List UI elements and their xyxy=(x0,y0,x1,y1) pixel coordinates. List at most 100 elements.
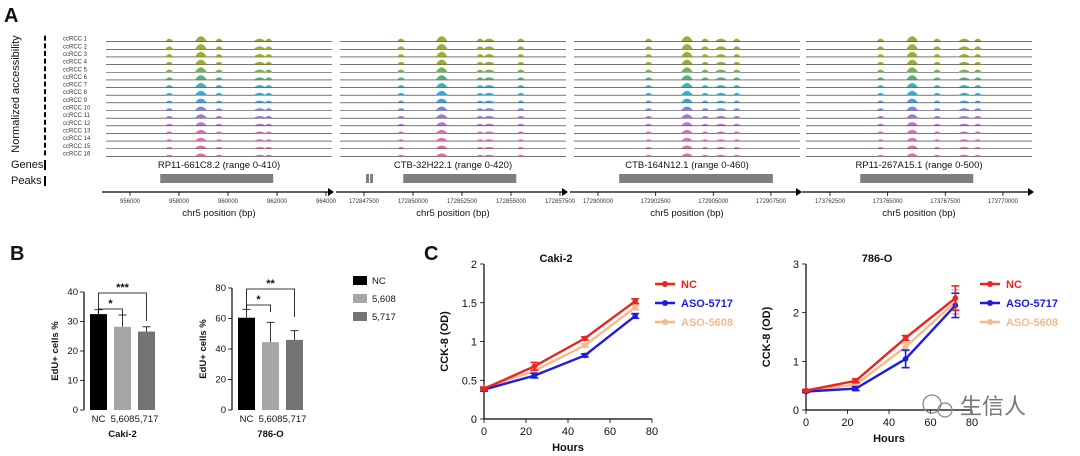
data-point xyxy=(582,352,588,359)
accessibility-peak xyxy=(194,90,207,96)
y-tick-label: 0 xyxy=(221,405,226,416)
accessibility-peak xyxy=(397,77,406,80)
genes-marker xyxy=(44,160,46,170)
axis-tick-label: 958000 xyxy=(169,199,190,205)
axis-tick-label: 172907500 xyxy=(756,199,787,205)
accessibility-peak xyxy=(483,69,496,73)
x-tick-label: 0 xyxy=(803,417,809,429)
accessibility-peak xyxy=(701,69,710,73)
data-point xyxy=(632,304,638,311)
accessibility-peak xyxy=(933,154,942,157)
y-tick-label: 0 xyxy=(471,414,477,426)
data-point xyxy=(803,387,809,394)
axis-tick-label: 173765000 xyxy=(873,199,904,205)
accessibility-peak xyxy=(194,114,207,119)
significance-bracket xyxy=(246,288,295,317)
accessibility-peak xyxy=(681,98,693,103)
accessibility-peak xyxy=(215,131,223,134)
peak-bar xyxy=(403,174,517,183)
sample-marker xyxy=(44,127,46,133)
x-tick-label: 60 xyxy=(604,426,616,438)
accessibility-peak xyxy=(516,100,525,103)
legend-marker xyxy=(662,300,668,306)
accessibility-peak xyxy=(264,154,273,157)
accessibility-peak xyxy=(397,46,406,50)
accessibility-peak xyxy=(215,54,223,57)
accessibility-peak xyxy=(973,139,982,142)
legend-label: NC xyxy=(681,279,697,291)
accessibility-peak xyxy=(876,154,885,157)
accessibility-peak xyxy=(397,139,406,142)
accessibility-peak xyxy=(435,90,448,96)
accessibility-peak xyxy=(681,36,693,42)
accessibility-peak xyxy=(973,116,982,119)
accessibility-peak xyxy=(732,77,741,80)
chart-title: 786-O xyxy=(257,429,283,440)
legend-label: NC xyxy=(372,276,386,287)
accessibility-peak xyxy=(264,38,273,42)
accessibility-peak xyxy=(732,54,741,57)
data-point xyxy=(632,313,638,319)
accessibility-peak xyxy=(644,92,653,96)
accessibility-peak xyxy=(194,59,207,65)
accessibility-peak xyxy=(958,131,971,134)
bar xyxy=(262,342,279,410)
gene-label: RP11-267A15.1 (range 0-500) xyxy=(855,160,982,171)
accessibility-peak xyxy=(165,85,174,88)
accessibility-peak xyxy=(876,131,885,134)
sample-label: ccRCC 15 xyxy=(63,144,91,150)
accessibility-peak xyxy=(732,38,741,42)
axis-arrowhead xyxy=(328,188,334,196)
accessibility-peak xyxy=(215,69,223,73)
accessibility-peak xyxy=(644,100,653,103)
accessibility-peak xyxy=(165,38,174,42)
axis-tick-label: 172847500 xyxy=(349,199,380,205)
accessibility-peak xyxy=(435,51,448,57)
accessibility-peak xyxy=(165,100,174,103)
axis-tick-label: 172902500 xyxy=(641,199,672,205)
accessibility-peak xyxy=(714,46,727,50)
sample-marker xyxy=(44,150,46,156)
accessibility-peak xyxy=(876,69,885,73)
accessibility-peak xyxy=(973,85,982,88)
accessibility-peak xyxy=(194,122,207,126)
accessibility-peak xyxy=(215,46,223,50)
accessibility-peak xyxy=(958,139,971,142)
accessibility-peak xyxy=(516,69,525,73)
accessibility-peak xyxy=(906,137,919,142)
accessibility-peak xyxy=(435,83,448,88)
y-tick-label: 3 xyxy=(793,259,799,271)
accessibility-peak xyxy=(681,51,693,57)
y-tick-label: 1 xyxy=(793,356,799,368)
accessibility-peak xyxy=(435,122,448,126)
panel-b-letter: B xyxy=(10,243,24,265)
accessibility-peak xyxy=(397,100,406,103)
accessibility-peak xyxy=(973,108,982,111)
accessibility-peak xyxy=(253,154,266,157)
watermark-text: 生信人 xyxy=(960,394,1026,419)
accessibility-peak xyxy=(264,46,273,50)
peak-bar xyxy=(860,174,974,183)
axis-tick-label: 172852500 xyxy=(447,199,478,205)
accessibility-peak xyxy=(876,100,885,103)
accessibility-peak xyxy=(516,46,525,50)
accessibility-peak xyxy=(714,139,727,142)
accessibility-peak xyxy=(397,116,406,119)
peak-bar xyxy=(366,174,369,183)
accessibility-peak xyxy=(958,116,971,119)
accessibility-peak xyxy=(933,139,942,142)
accessibility-peak xyxy=(973,61,982,65)
accessibility-peak xyxy=(933,131,942,134)
bar xyxy=(138,331,155,410)
data-point xyxy=(531,372,538,379)
axis-tick-label: 173767500 xyxy=(930,199,961,205)
accessibility-peak xyxy=(516,61,525,65)
accessibility-peak xyxy=(215,38,223,42)
accessibility-peak xyxy=(165,131,174,134)
peaks-marker xyxy=(44,176,46,186)
legend-label: 5,717 xyxy=(372,312,396,323)
bar xyxy=(90,314,107,410)
accessibility-peak xyxy=(906,75,919,80)
accessibility-peak xyxy=(714,85,727,88)
